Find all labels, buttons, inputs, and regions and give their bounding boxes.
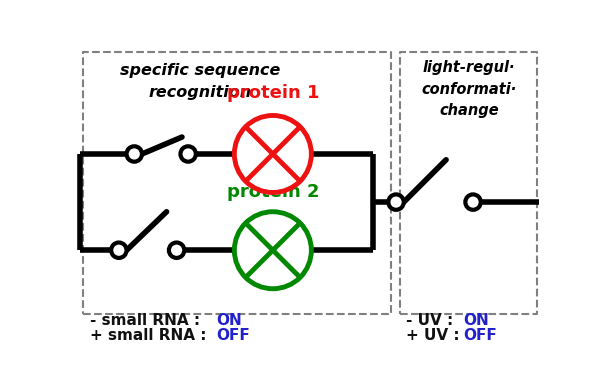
Text: specific sequence: specific sequence	[119, 63, 280, 78]
Text: OFF: OFF	[217, 328, 250, 343]
Circle shape	[388, 195, 404, 210]
Circle shape	[111, 243, 127, 258]
Text: recognition: recognition	[148, 85, 251, 100]
Text: - UV :: - UV :	[406, 313, 458, 328]
Text: light-regul·: light-regul·	[423, 60, 515, 75]
Text: + small RNA :: + small RNA :	[91, 328, 212, 343]
Text: + UV :: + UV :	[406, 328, 465, 343]
Circle shape	[235, 115, 311, 192]
Circle shape	[127, 146, 142, 162]
Text: change: change	[439, 103, 499, 118]
Text: conformati·: conformati·	[422, 82, 517, 97]
Text: OFF: OFF	[463, 328, 497, 343]
Circle shape	[235, 212, 311, 289]
Text: ON: ON	[463, 313, 489, 328]
Text: protein 2: protein 2	[227, 183, 319, 201]
Circle shape	[466, 195, 481, 210]
Text: protein 1: protein 1	[227, 84, 319, 102]
Text: ON: ON	[217, 313, 242, 328]
Text: - small RNA :: - small RNA :	[91, 313, 206, 328]
Circle shape	[181, 146, 196, 162]
Circle shape	[169, 243, 184, 258]
